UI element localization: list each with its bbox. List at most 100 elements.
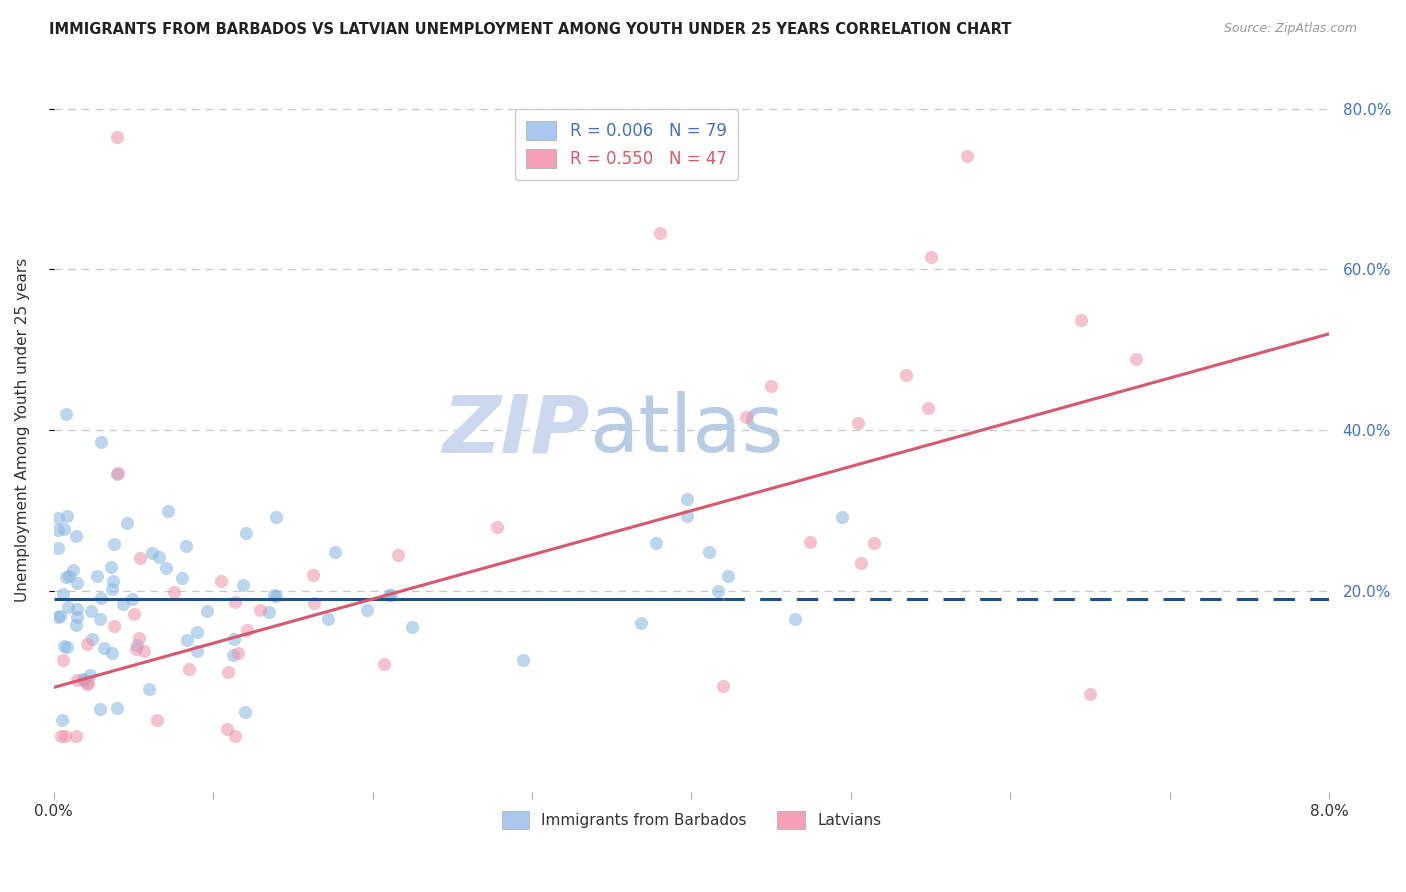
Point <box>146 713 169 727</box>
Point <box>226 646 249 660</box>
Point <box>86 568 108 582</box>
Point <box>401 620 423 634</box>
Point <box>141 546 163 560</box>
Point <box>100 559 122 574</box>
Point <box>76 676 98 690</box>
Point <box>58 569 80 583</box>
Point <box>163 585 186 599</box>
Point <box>121 592 143 607</box>
Point <box>387 548 409 562</box>
Point <box>176 539 198 553</box>
Text: atlas: atlas <box>589 392 783 469</box>
Point <box>66 602 89 616</box>
Point <box>759 379 782 393</box>
Point <box>179 662 201 676</box>
Point <box>48 610 70 624</box>
Point <box>76 637 98 651</box>
Point <box>356 602 378 616</box>
Point <box>111 598 134 612</box>
Point <box>90 591 112 606</box>
Point <box>76 677 98 691</box>
Point <box>105 467 128 482</box>
Point <box>233 705 256 719</box>
Point <box>221 648 243 663</box>
Point <box>170 571 193 585</box>
Point <box>100 582 122 597</box>
Point <box>55 407 77 421</box>
Point <box>648 227 671 241</box>
Point <box>51 729 73 743</box>
Point <box>66 673 89 687</box>
Point <box>783 612 806 626</box>
Point <box>232 578 254 592</box>
Point <box>49 608 72 623</box>
Point <box>707 583 730 598</box>
Point <box>676 508 699 523</box>
Point <box>512 653 534 667</box>
Point <box>955 148 977 162</box>
Legend: Immigrants from Barbados, Latvians: Immigrants from Barbados, Latvians <box>495 805 887 835</box>
Point <box>132 644 155 658</box>
Point <box>195 604 218 618</box>
Point <box>894 368 917 382</box>
Point <box>66 610 89 624</box>
Point <box>485 520 508 534</box>
Text: ZIP: ZIP <box>441 392 589 469</box>
Point <box>217 723 239 737</box>
Point <box>224 595 246 609</box>
Point <box>52 653 75 667</box>
Point <box>93 641 115 656</box>
Point <box>107 466 129 480</box>
Point <box>266 589 288 603</box>
Point <box>66 576 89 591</box>
Point <box>831 510 853 524</box>
Point <box>51 713 73 727</box>
Point <box>848 416 870 430</box>
Point <box>122 607 145 621</box>
Point <box>124 642 146 657</box>
Point <box>48 523 70 537</box>
Point <box>127 638 149 652</box>
Point <box>115 516 138 531</box>
Point <box>65 618 87 632</box>
Point <box>56 599 79 614</box>
Point <box>101 647 124 661</box>
Point <box>249 603 271 617</box>
Point <box>103 618 125 632</box>
Point <box>48 541 70 555</box>
Point <box>734 410 756 425</box>
Point <box>148 550 170 565</box>
Point <box>55 729 77 743</box>
Point <box>55 570 77 584</box>
Point <box>89 612 111 626</box>
Point <box>264 509 287 524</box>
Point <box>103 574 125 588</box>
Point <box>55 509 77 524</box>
Point <box>103 537 125 551</box>
Point <box>128 631 150 645</box>
Point <box>1070 313 1092 327</box>
Point <box>302 596 325 610</box>
Point <box>917 401 939 415</box>
Point <box>62 562 84 576</box>
Point <box>48 511 70 525</box>
Point <box>156 504 179 518</box>
Point <box>675 491 697 506</box>
Point <box>52 587 75 601</box>
Point <box>711 679 734 693</box>
Point <box>55 640 77 654</box>
Point <box>79 668 101 682</box>
Point <box>257 606 280 620</box>
Point <box>105 700 128 714</box>
Point <box>72 672 94 686</box>
Point <box>90 435 112 450</box>
Point <box>378 589 401 603</box>
Point <box>645 536 668 550</box>
Point <box>920 251 942 265</box>
Point <box>849 556 872 570</box>
Point <box>72 673 94 687</box>
Point <box>53 522 76 536</box>
Point <box>224 632 246 646</box>
Point <box>79 604 101 618</box>
Point <box>235 623 257 637</box>
